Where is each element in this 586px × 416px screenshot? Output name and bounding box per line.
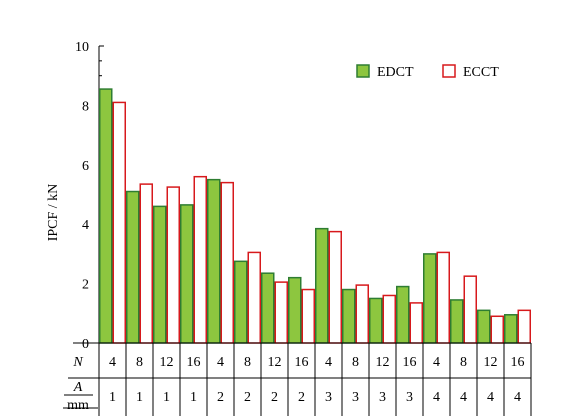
y-tick-label: 4 [82, 218, 89, 233]
y-tick-label: 6 [82, 159, 89, 174]
table-cell-a: 2 [244, 390, 251, 405]
bar-ecct [382, 294, 396, 344]
table-cell-a: 3 [352, 390, 359, 405]
bar-edct [207, 178, 221, 344]
table-cell-n: 16 [511, 355, 525, 370]
table-cell-n: 12 [268, 355, 282, 370]
table-cell-a: 3 [325, 390, 332, 405]
bar-ecct [193, 175, 207, 344]
table-cell-n: 8 [244, 355, 251, 370]
y-tick-label: 2 [82, 278, 89, 293]
table-cell-n: 4 [325, 355, 332, 370]
bars [99, 88, 531, 344]
table-cell-n: 4 [109, 355, 116, 370]
bar-ecct [463, 275, 477, 344]
bar-ecct [166, 186, 180, 344]
bar-ecct [301, 288, 315, 344]
bar-edct [315, 227, 329, 344]
bar-edct [234, 260, 248, 344]
table-cell-a: 1 [163, 390, 170, 405]
bar-edct [504, 314, 518, 344]
bar-edct [477, 309, 491, 344]
table-cell-a: 4 [487, 390, 494, 405]
bar-edct [261, 272, 275, 344]
table-cell-n: 12 [376, 355, 390, 370]
table-cell-n: 8 [352, 355, 359, 370]
y-tick-label: 10 [75, 40, 89, 55]
bar-ecct [274, 281, 288, 344]
table-row-label-n: N [72, 355, 83, 370]
bar-edct [153, 205, 167, 344]
bar-edct [450, 299, 464, 344]
bar-ecct [112, 101, 126, 344]
bar-edct [288, 276, 302, 344]
table-cell-n: 8 [136, 355, 143, 370]
table-cell-a: 4 [460, 390, 467, 405]
table-cell-a: 2 [271, 390, 278, 405]
table-cell-n: 4 [433, 355, 440, 370]
y-tick-label: 0 [82, 337, 89, 352]
table-cell-n: 12 [160, 355, 174, 370]
legend: EDCT ECCT [356, 64, 499, 80]
table-cell-a: 1 [136, 390, 143, 405]
bar-ecct [490, 315, 504, 344]
bar-edct [180, 204, 194, 344]
bar-ecct [517, 309, 531, 344]
bar-edct [342, 288, 356, 344]
table-cell-n: 12 [484, 355, 498, 370]
table-cell-a: 4 [433, 390, 440, 405]
table-row-label-a: A [73, 380, 83, 395]
legend-label-edct: EDCT [377, 65, 414, 80]
table-cell-a: 1 [190, 390, 197, 405]
bar-edct [369, 297, 383, 344]
table-cell-a: 2 [217, 390, 224, 405]
table-cell-a: 2 [298, 390, 305, 405]
bar-ecct [409, 302, 423, 344]
table-cell-n: 16 [187, 355, 201, 370]
table-cell-n: 16 [403, 355, 417, 370]
legend-label-ecct: ECCT [463, 65, 499, 80]
table-cell-n: 16 [295, 355, 309, 370]
table-cell-a: 4 [514, 390, 521, 405]
bar-ecct [247, 251, 261, 344]
bar-ecct [436, 251, 450, 344]
y-axis-title: IPCF / kN [46, 184, 61, 242]
table-row-label-mm: mm [67, 398, 89, 413]
bar-edct [396, 285, 410, 344]
bar-ecct [220, 181, 234, 344]
bar-ecct [355, 284, 369, 344]
legend-swatch-ecct [442, 64, 456, 78]
table-cell-a: 1 [109, 390, 116, 405]
legend-swatch-edct [356, 64, 370, 78]
table-cell-a: 3 [406, 390, 413, 405]
bar-ecct [328, 230, 342, 344]
bar-edct [423, 253, 437, 344]
table-cell-n: 8 [460, 355, 467, 370]
y-tick-label: 8 [82, 99, 89, 114]
bar-edct [126, 190, 140, 344]
bar-edct [99, 88, 113, 344]
bar-ecct [139, 183, 153, 344]
table-cell-a: 3 [379, 390, 386, 405]
table-cell-n: 4 [217, 355, 224, 370]
